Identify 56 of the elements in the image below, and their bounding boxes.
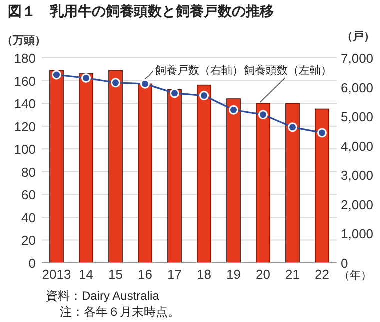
bar	[79, 74, 94, 264]
point	[82, 73, 91, 83]
bar	[197, 84, 212, 264]
point	[111, 78, 120, 88]
point	[229, 105, 238, 115]
x-tick-label: 2013	[42, 267, 72, 282]
y2-tick-label: 4,000	[341, 138, 374, 154]
y2-tick-label: 0	[341, 256, 348, 271]
x-axis-title: （年）	[339, 270, 372, 282]
y2-tick-label: 3,000	[341, 168, 374, 184]
y2-tick-label: 2,000	[341, 197, 374, 212]
y2-tick-label: 5,000	[341, 110, 374, 125]
point	[318, 128, 327, 138]
x-tick-label: 19	[226, 267, 241, 282]
point	[140, 79, 150, 89]
y-tick-label: 20	[22, 233, 36, 248]
x-tick-label: 21	[286, 267, 300, 282]
bar	[168, 89, 182, 264]
x-tick-label: 14	[79, 267, 94, 282]
x-tick-label: 20	[256, 267, 270, 282]
y-tick-label: 160	[14, 74, 36, 89]
x-tick-label: 16	[138, 267, 152, 282]
point	[52, 70, 62, 80]
point	[258, 110, 268, 120]
x-tick-label: 18	[197, 267, 212, 282]
point	[288, 122, 298, 132]
y-tick-label: 120	[14, 119, 36, 134]
y-tick-label: 0	[28, 256, 36, 271]
y-tick-label: 180	[14, 51, 36, 66]
series-label: 飼養戸数（右軸）	[155, 64, 244, 77]
y-tick-label: 60	[22, 188, 36, 203]
y2-axis-title: （戸）	[342, 31, 375, 43]
point	[200, 91, 209, 101]
bar	[256, 103, 270, 264]
text: 飼養頭数（左軸）	[244, 64, 332, 77]
x-tick-label: 17	[168, 267, 182, 282]
y-axis-title: （万頭）	[2, 35, 46, 47]
x-tick-label: 22	[315, 267, 330, 282]
y-tick-label: 140	[14, 96, 36, 112]
y2-tick-label: 1,000	[341, 226, 374, 242]
y2-tick-label: 7,000	[341, 51, 374, 66]
y-tick-label: 40	[22, 210, 36, 226]
bar	[138, 84, 152, 264]
bar	[108, 70, 123, 264]
text: 資料：Dairy Australia	[46, 289, 160, 303]
chart-title: 図１ 乳用牛の飼養頭数と飼養戸数の推移	[8, 3, 274, 19]
bar	[286, 103, 300, 264]
y-tick-label: 100	[14, 142, 36, 158]
x-tick-label: 15	[108, 267, 123, 282]
y-tick-label: 80	[22, 164, 36, 180]
bar	[226, 98, 241, 264]
bar	[315, 108, 330, 264]
bar	[50, 70, 64, 264]
point	[170, 88, 180, 98]
y2-tick-label: 6,000	[341, 80, 374, 96]
text: 注：各年６月末時点。	[60, 305, 180, 319]
